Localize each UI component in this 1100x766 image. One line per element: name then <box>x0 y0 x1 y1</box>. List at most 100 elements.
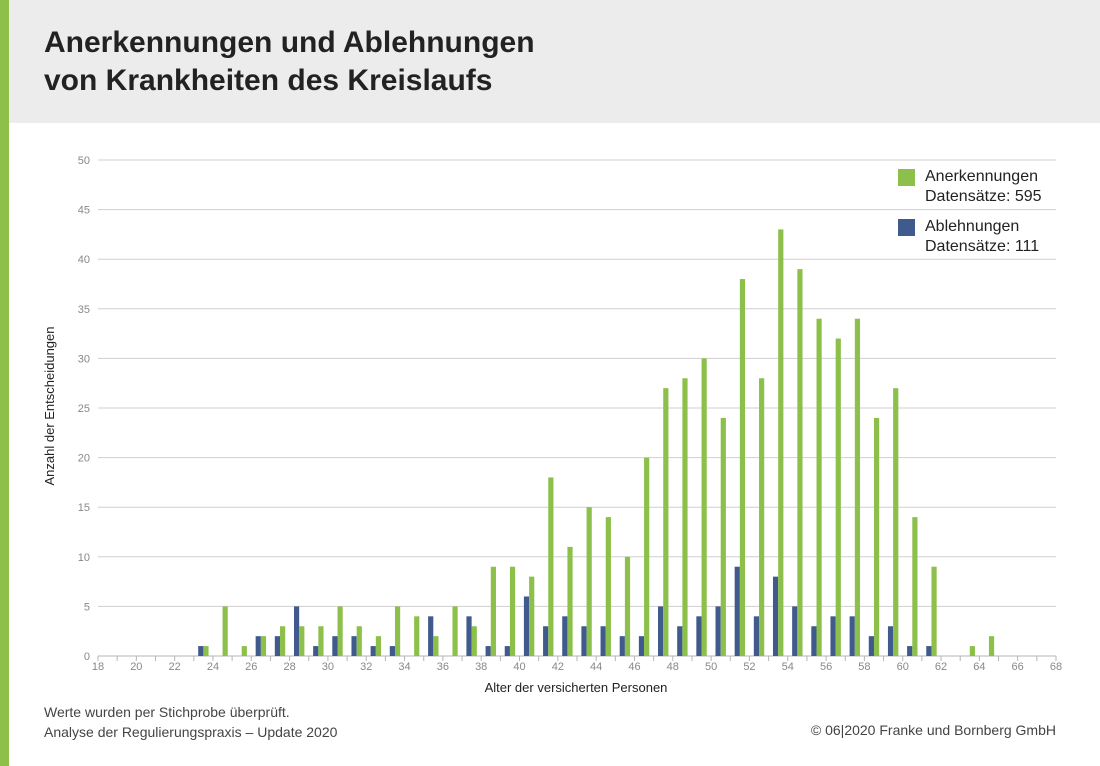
bar-ablehnungen-42 <box>562 616 568 656</box>
y-tick-label: 40 <box>78 254 90 266</box>
bar-ablehnungen-59 <box>887 626 894 656</box>
bar-anerkennungen-53 <box>778 229 784 656</box>
bar-ablehnungen-37 <box>466 616 472 656</box>
copyright: © 06|2020 Franke und Bornberg GmbH <box>810 722 1056 738</box>
bar-ablehnungen-54 <box>792 606 798 656</box>
bar-ablehnungen-50 <box>715 606 721 656</box>
bar-ablehnungen-52 <box>753 616 760 656</box>
bar-anerkennungen-46 <box>644 457 650 656</box>
bar-ablehnungen-23 <box>198 646 204 656</box>
y-tick-label: 30 <box>78 353 90 365</box>
x-tick-label: 36 <box>437 661 449 673</box>
bar-anerkennungen-26 <box>260 636 267 656</box>
bar-ablehnungen-35 <box>428 616 434 656</box>
bar-ablehnungen-60 <box>907 646 913 656</box>
bar-anerkennungen-58 <box>873 417 880 656</box>
bar-anerkennungen-54 <box>797 269 803 656</box>
bar-anerkennungen-43 <box>586 507 592 656</box>
accent-bar <box>0 0 9 766</box>
y-axis-ticks: 0 5 10 15 20 25 30 35 40 45 50 <box>78 155 90 663</box>
bar-ablehnungen-49 <box>696 616 702 656</box>
bar-anerkennungen-55 <box>816 318 822 656</box>
bar-anerkennungen-41 <box>548 477 554 656</box>
bar-ablehnungen-48 <box>677 626 683 656</box>
legend-swatch-anerkennungen <box>898 169 915 186</box>
footer-note-line2: Analyse der Regulierungspraxis – Update … <box>44 724 338 740</box>
chart-title-line1: Anerkennungen und Ablehnungen <box>44 26 535 59</box>
x-tick-label: 22 <box>169 661 181 673</box>
legend-label-anerkennungen: Anerkennungen <box>925 168 1038 185</box>
y-tick-label: 5 <box>84 601 90 613</box>
bar-ablehnungen-39 <box>504 646 510 656</box>
legend: Anerkennungen Datensätze: 595 Ablehnunge… <box>898 168 1042 255</box>
x-axis-ticks: 18 20 22 24 26 28 30 32 34 36 38 40 42 44 46 48 50 52 54 56… <box>92 656 1062 673</box>
x-tick-label: 32 <box>360 661 372 673</box>
bar-anerkennungen-59 <box>893 388 899 656</box>
bar-anerkennungen-33 <box>394 606 401 656</box>
x-tick-label: 46 <box>628 661 640 673</box>
bar-anerkennungen-39 <box>509 566 516 656</box>
x-tick-label: 50 <box>705 661 717 673</box>
bar-anerkennungen-49 <box>701 358 707 656</box>
bar-anerkennungen-37 <box>471 626 477 656</box>
bar-ablehnungen-45 <box>619 636 625 656</box>
y-tick-label: 45 <box>78 205 90 217</box>
x-tick-label: 54 <box>782 661 794 673</box>
bar-ablehnungen-33 <box>389 646 395 656</box>
x-tick-label: 48 <box>667 661 679 673</box>
bar-anerkennungen-56 <box>835 338 841 656</box>
bar-ablehnungen-29 <box>313 646 319 656</box>
bar-anerkennungen-31 <box>356 626 362 656</box>
bar-ablehnungen-58 <box>868 636 874 656</box>
bar-anerkennungen-38 <box>490 566 496 656</box>
x-tick-label: 40 <box>513 661 525 673</box>
bar-anerkennungen-34 <box>414 616 420 656</box>
bar-ablehnungen-27 <box>274 636 281 656</box>
x-tick-label: 66 <box>1012 661 1024 673</box>
x-tick-label: 18 <box>92 661 104 673</box>
bar-anerkennungen-29 <box>318 626 324 656</box>
x-tick-label: 58 <box>858 661 870 673</box>
bar-anerkennungen-50 <box>720 417 726 656</box>
bar-anerkennungen-40 <box>529 576 535 656</box>
bar-anerkennungen-44 <box>605 517 611 656</box>
y-tick-label: 20 <box>78 453 90 465</box>
y-tick-label: 35 <box>78 304 90 316</box>
y-tick-label: 15 <box>78 502 90 514</box>
x-tick-label: 38 <box>475 661 487 673</box>
bar-anerkennungen-60 <box>912 517 918 656</box>
bar-ablehnungen-43 <box>581 626 587 656</box>
bar-anerkennungen-47 <box>663 388 669 656</box>
x-tick-label: 34 <box>398 661 410 673</box>
legend-label-ablehnungen: Ablehnungen <box>925 218 1019 235</box>
bar-ablehnungen-47 <box>658 606 664 656</box>
x-tick-label: 56 <box>820 661 832 673</box>
bar-ablehnungen-55 <box>811 626 817 656</box>
footer-note: Werte wurden per Stichprobe überprüft. A… <box>44 702 337 742</box>
bar-anerkennungen-24 <box>222 606 228 656</box>
bar-ablehnungen-38 <box>485 646 491 656</box>
y-axis-title: Anzahl der Entscheidungen <box>42 326 57 485</box>
bar-anerkennungen-64 <box>988 636 995 656</box>
bar-ablehnungen-32 <box>370 646 376 656</box>
y-tick-label: 25 <box>78 403 90 415</box>
bar-anerkennungen-48 <box>682 378 688 656</box>
bar-ablehnungen-31 <box>351 636 357 656</box>
legend-detail-ablehnungen: Datensätze: 111 <box>925 238 1039 255</box>
legend-detail-anerkennungen: Datensätze: 595 <box>925 188 1042 205</box>
bar-anerkennungen-51 <box>739 279 746 656</box>
x-tick-label: 52 <box>743 661 755 673</box>
bar-anerkennungen-25 <box>241 646 247 656</box>
bar-anerkennungen-23 <box>203 646 209 656</box>
x-tick-label: 60 <box>897 661 909 673</box>
x-tick-label: 24 <box>207 661 219 673</box>
bar-anerkennungen-30 <box>337 606 343 656</box>
x-tick-label: 62 <box>935 661 947 673</box>
bar-anerkennungen-63 <box>969 646 975 656</box>
bars <box>198 229 995 656</box>
bar-ablehnungen-26 <box>255 636 261 656</box>
bar-ablehnungen-51 <box>734 566 740 656</box>
legend-swatch-ablehnungen <box>898 219 915 236</box>
bar-anerkennungen-42 <box>567 546 573 656</box>
x-tick-label: 64 <box>973 661 985 673</box>
